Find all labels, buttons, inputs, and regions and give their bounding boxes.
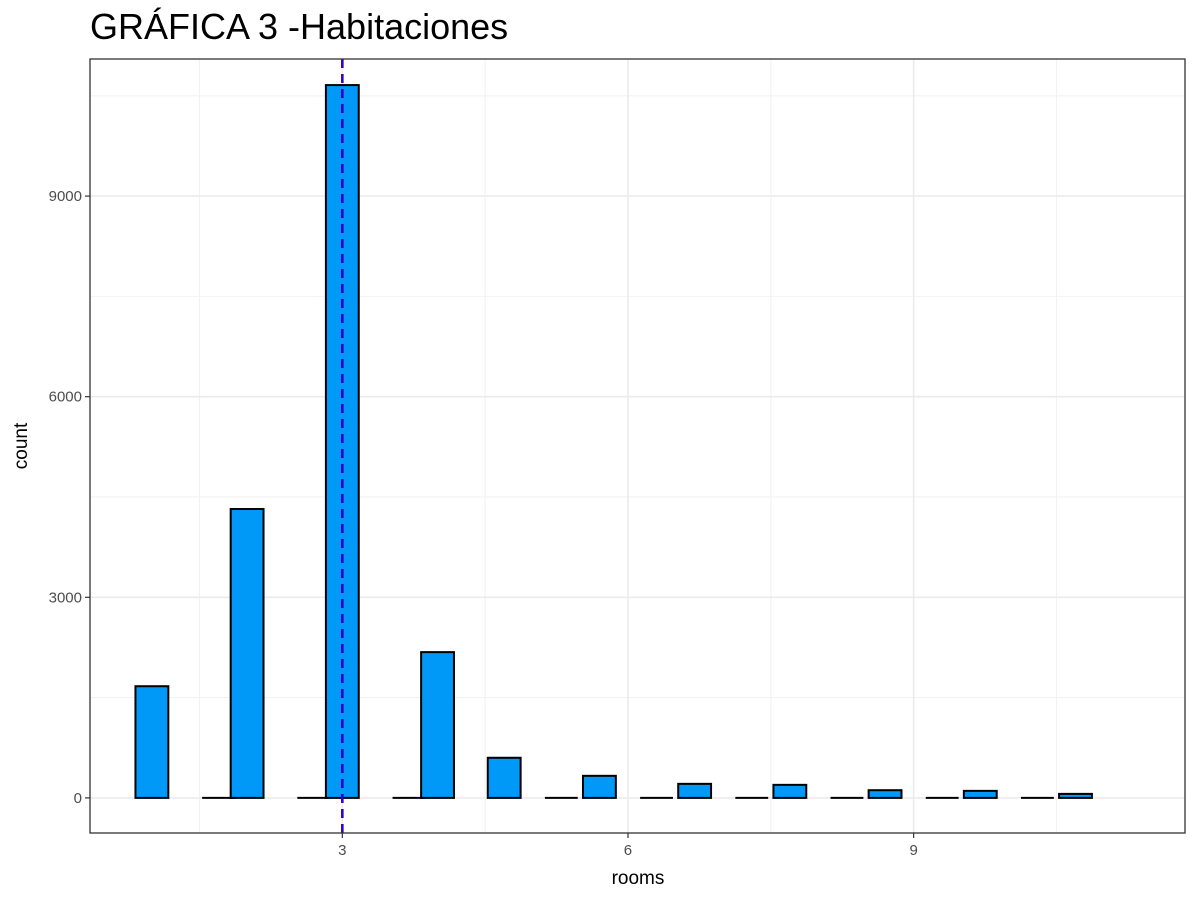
x-tick-label: 6: [624, 842, 632, 859]
histogram-bar: [677, 782, 713, 799]
histogram-bar: [420, 651, 455, 799]
y-tick-label: 0: [74, 790, 82, 807]
plot-panel-border: [89, 58, 1186, 834]
y-tick-label: 9000: [49, 188, 82, 205]
histogram-bar: [772, 783, 808, 799]
histogram-bar: [867, 789, 903, 799]
bars: [134, 84, 1093, 799]
histogram-bar: [581, 774, 617, 799]
axes: 3 6 9 0 3000 6000 9000: [49, 188, 918, 859]
y-tick-label: 3000: [49, 589, 82, 606]
histogram-bar: [962, 789, 998, 799]
x-axis-label: rooms: [612, 868, 665, 889]
x-tick-label: 3: [338, 842, 346, 859]
histogram-bar: [1058, 792, 1093, 799]
chart-title: GRÁFICA 3 -Habitaciones: [90, 6, 508, 47]
histogram-bar: [229, 508, 265, 799]
grid: [90, 59, 1185, 833]
histogram-bar: [134, 685, 170, 799]
y-axis-label: count: [11, 422, 32, 469]
y-tick-label: 6000: [49, 389, 82, 406]
x-tick-label: 9: [909, 842, 917, 859]
histogram-bar: [486, 756, 522, 799]
